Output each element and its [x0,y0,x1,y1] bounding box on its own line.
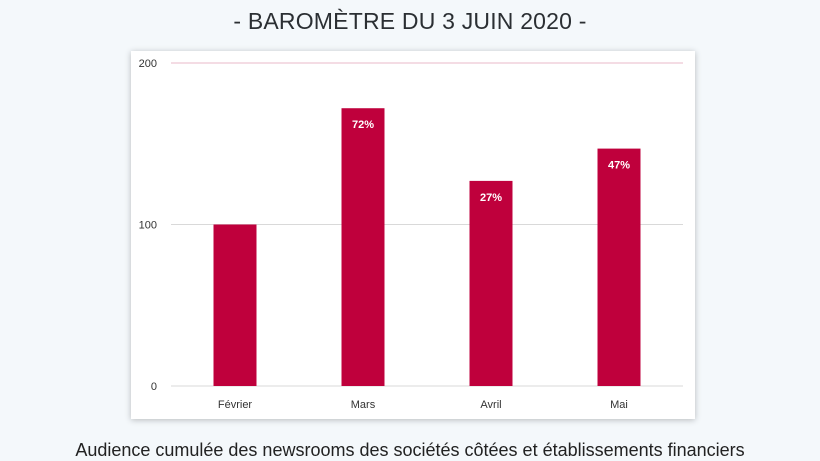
x-tick-label: Février [218,399,253,411]
x-tick-label: Avril [480,399,501,411]
bar-février [213,224,257,386]
y-tick-label: 0 [151,381,157,393]
x-tick-label: Mai [610,399,628,411]
bar-mars [341,108,385,386]
y-tick-label: 100 [139,220,157,232]
y-tick-label: 200 [139,58,157,70]
chart-caption: Audience cumulée des newsrooms des socié… [75,440,745,460]
data-label: 27% [480,192,502,204]
page-title: - BAROMÈTRE DU 3 JUIN 2020 - [233,8,587,34]
data-label: 72% [352,119,374,131]
bar-mai [597,148,641,386]
chart-card: 0 100 200 Février 72% Mars 27% Avril 47% Mai [131,51,695,419]
bar-avril [469,180,513,386]
bar-chart: 0 100 200 Février 72% Mars 27% Avril 47% Mai [139,58,683,411]
x-tick-label: Mars [351,399,376,411]
data-label: 47% [608,160,630,172]
